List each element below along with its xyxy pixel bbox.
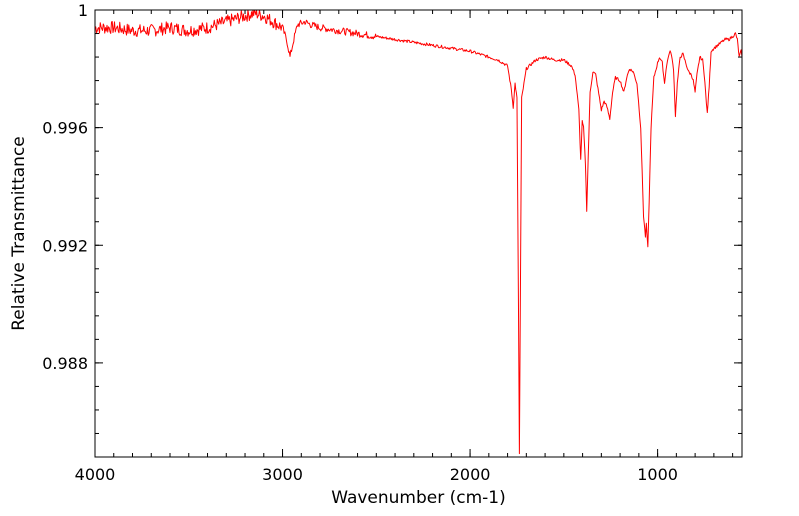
y-tick-label: 0.992: [42, 236, 88, 255]
x-tick-label: 4000: [75, 465, 116, 484]
series-group: [94, 9, 743, 455]
y-tick-labels: 1 0.996 0.992 0.988: [42, 1, 88, 373]
series-line: [94, 9, 743, 455]
x-tick-label: 2000: [450, 465, 491, 484]
y-tick-label: 0.988: [42, 354, 88, 373]
x-tick-label: 3000: [262, 465, 303, 484]
x-tick-label: 1000: [637, 465, 678, 484]
plot-frame: [94, 9, 743, 458]
y-tick-label: 0.996: [42, 119, 88, 138]
plot-area: [95, 10, 742, 457]
x-axis-title: Wavenumber (cm-1): [331, 488, 506, 508]
y-tick-label: 1: [78, 1, 88, 20]
x-tick-labels: 4000 3000 2000 1000: [75, 465, 678, 484]
y-axis-title: Relative Transmittance: [9, 136, 29, 331]
